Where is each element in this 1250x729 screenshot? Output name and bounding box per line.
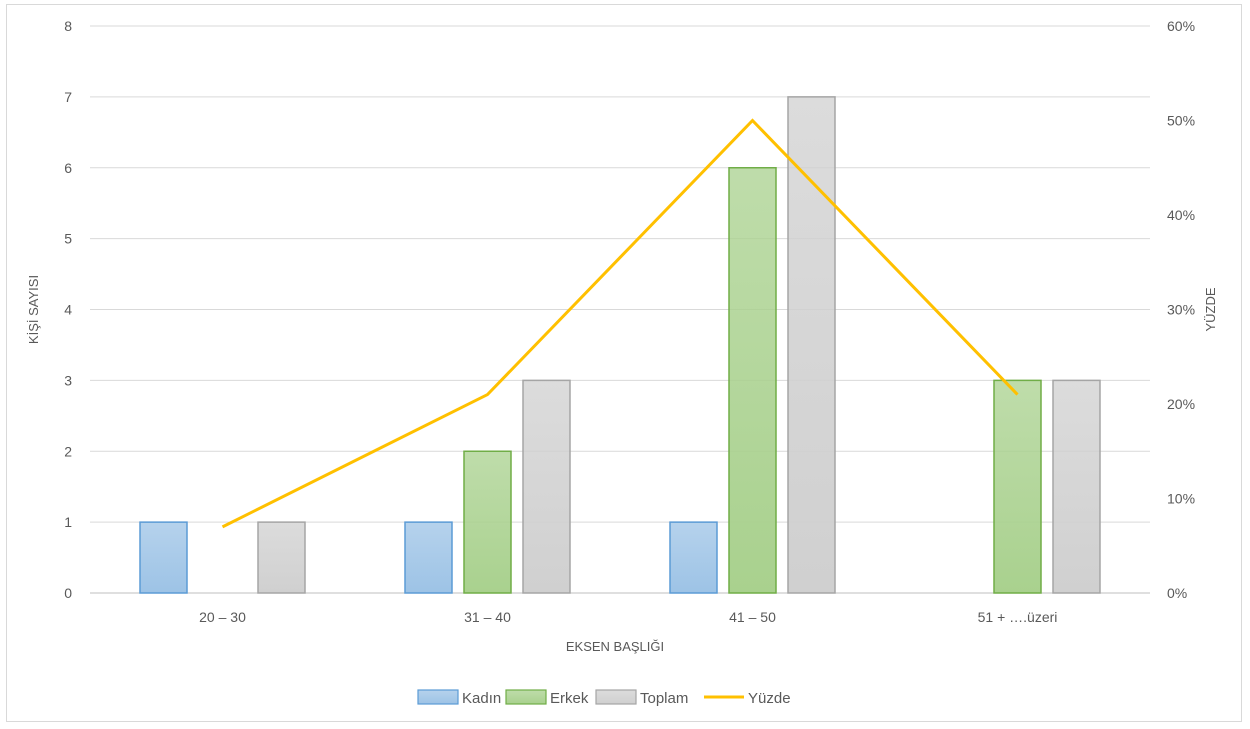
- y-tick-label: 3: [64, 372, 72, 388]
- legend-label-kadın: Kadın: [462, 690, 501, 707]
- gridlines: [90, 25, 1150, 594]
- x-axis-ticks: 20 – 30 31 – 40 41 – 50 51 + ….üzeri: [199, 609, 1057, 625]
- chart-frame: [6, 4, 1242, 722]
- y2-tick-label: 20%: [1167, 396, 1195, 412]
- bar-toplam: [522, 379, 571, 594]
- line-series: [221, 118, 1019, 529]
- legend-label-erkek: Erkek: [550, 690, 589, 707]
- y2-tick-label: 50%: [1167, 113, 1195, 129]
- legend-swatch-kadın: [417, 689, 459, 705]
- legend-swatch-erkek: [505, 689, 547, 705]
- x-tick-label: 51 + ….üzeri: [978, 609, 1058, 625]
- x-tick-label: 20 – 30: [199, 609, 246, 625]
- y-tick-label: 1: [64, 514, 72, 530]
- bar-erkek: [463, 450, 512, 594]
- bar-toplam: [787, 96, 836, 594]
- bar-toplam: [1052, 379, 1101, 594]
- y-tick-label: 5: [64, 231, 72, 247]
- x-axis-title: EKSEN BAŞLIĞI: [566, 639, 664, 654]
- bar-toplam: [257, 521, 306, 594]
- y2-tick-label: 40%: [1167, 207, 1195, 223]
- bar-kadın: [669, 521, 718, 594]
- y-axis-ticks: 0 1 2 3 4 5 6 7 8: [64, 18, 72, 601]
- line-yüzde: [221, 118, 1019, 529]
- legend: Kadın Erkek Toplam Yüzde: [417, 689, 791, 707]
- y-tick-label: 2: [64, 443, 72, 459]
- bar-kadın: [139, 521, 188, 594]
- bar-kadın: [404, 521, 453, 594]
- bar-erkek: [993, 379, 1042, 594]
- legend-label-toplam: Toplam: [640, 690, 688, 707]
- y-tick-label: 8: [64, 18, 72, 34]
- y-tick-label: 4: [64, 302, 72, 318]
- y-tick-label: 6: [64, 160, 72, 176]
- y2-tick-label: 0%: [1167, 585, 1187, 601]
- y-tick-label: 0: [64, 585, 72, 601]
- x-tick-label: 31 – 40: [464, 609, 511, 625]
- y-axis-title: KİŞİ SAYISI: [26, 275, 41, 344]
- y2-axis-ticks: 0% 10% 20% 30% 40% 50% 60%: [1167, 18, 1195, 601]
- y2-tick-label: 30%: [1167, 302, 1195, 318]
- y2-axis-title: YÜZDE: [1203, 287, 1218, 331]
- bar-erkek: [728, 167, 777, 594]
- y-tick-label: 7: [64, 89, 72, 105]
- y2-tick-label: 10%: [1167, 491, 1195, 507]
- bars: [139, 96, 1101, 594]
- legend-swatch-toplam: [595, 689, 637, 705]
- legend-label-yüzde: Yüzde: [748, 690, 791, 707]
- x-tick-label: 41 – 50: [729, 609, 776, 625]
- y2-tick-label: 60%: [1167, 18, 1195, 34]
